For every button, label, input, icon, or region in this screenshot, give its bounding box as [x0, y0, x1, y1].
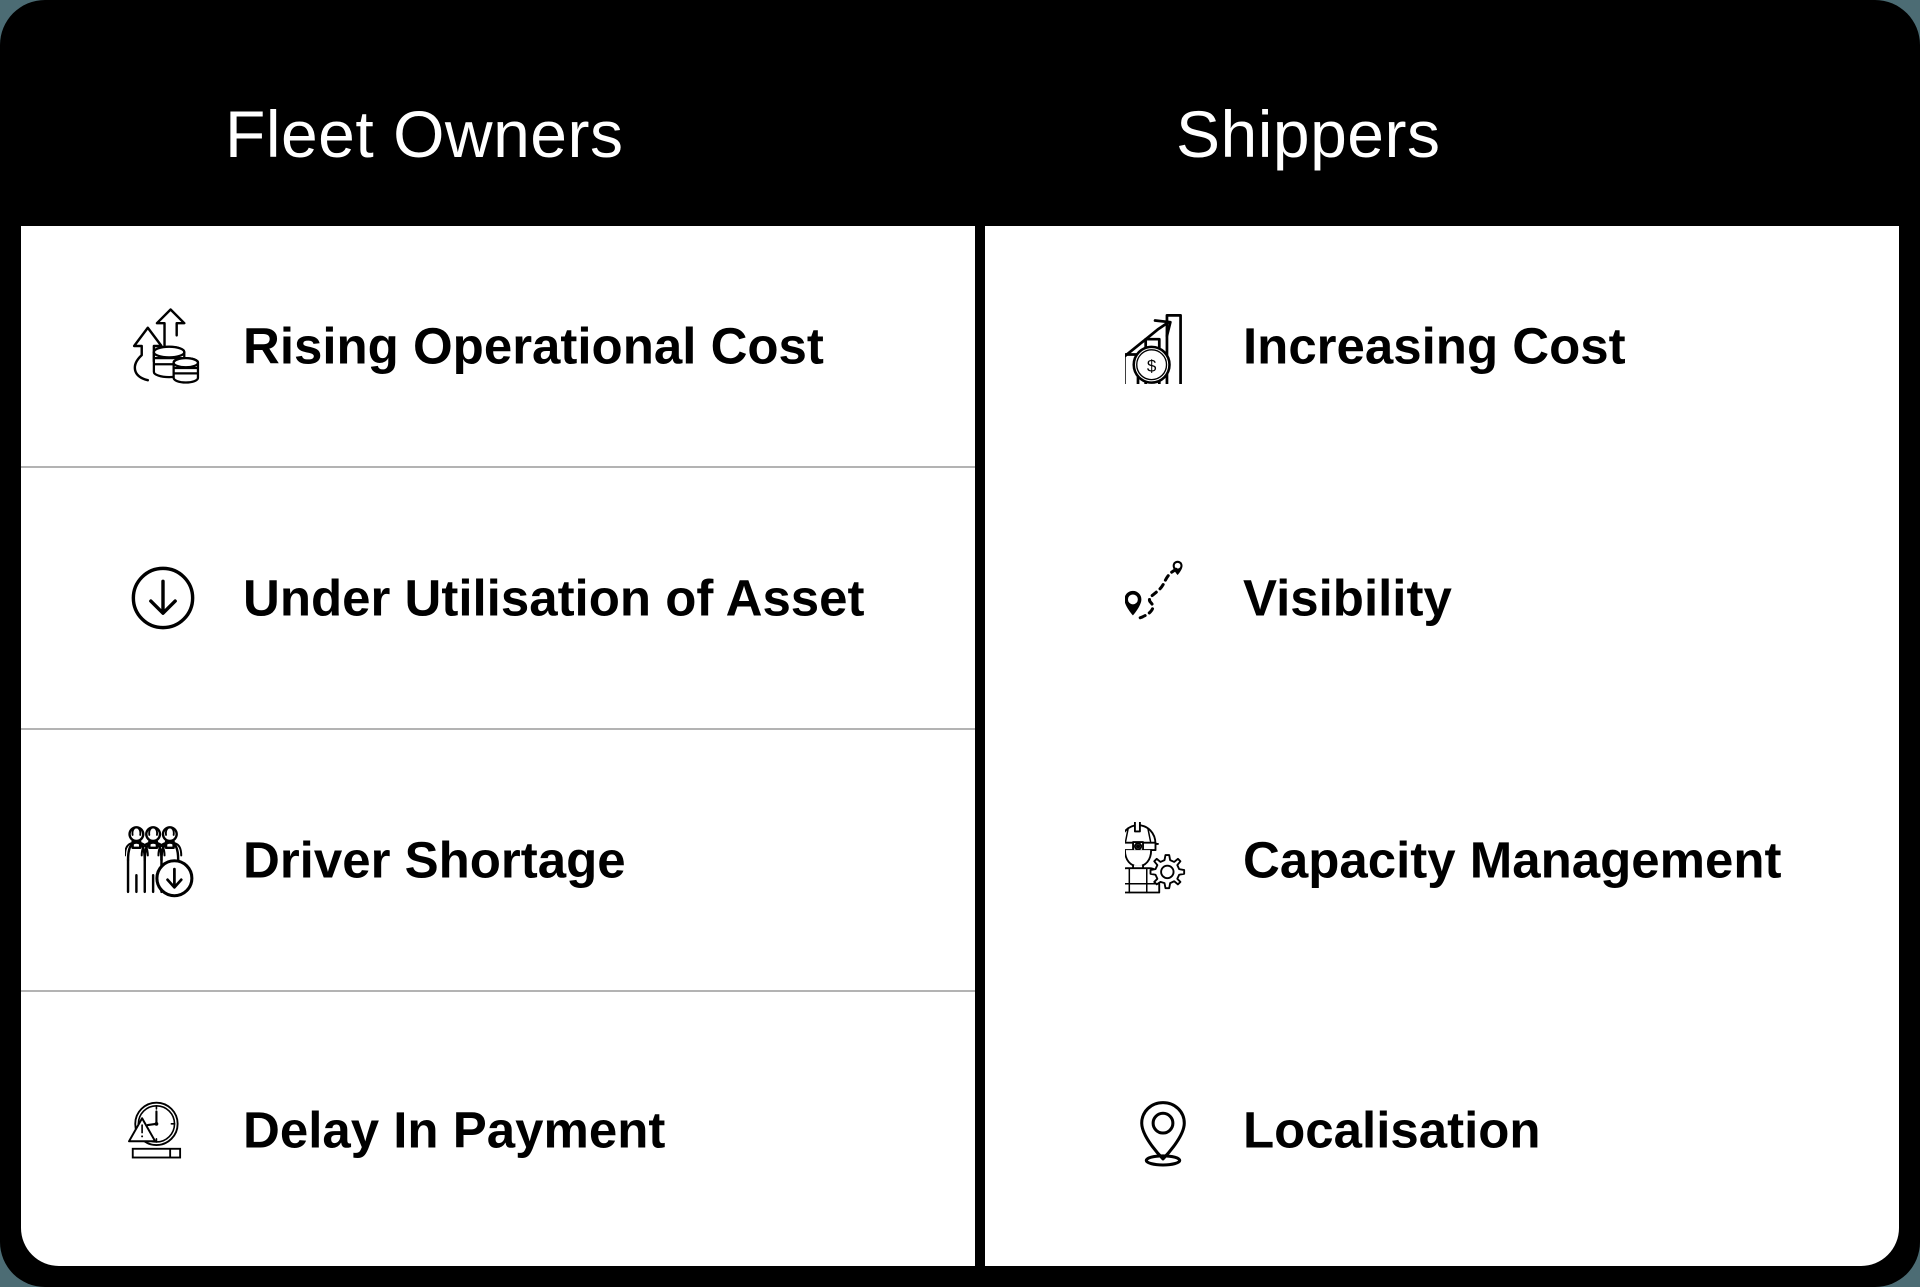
svg-text:$: $	[1147, 357, 1157, 376]
